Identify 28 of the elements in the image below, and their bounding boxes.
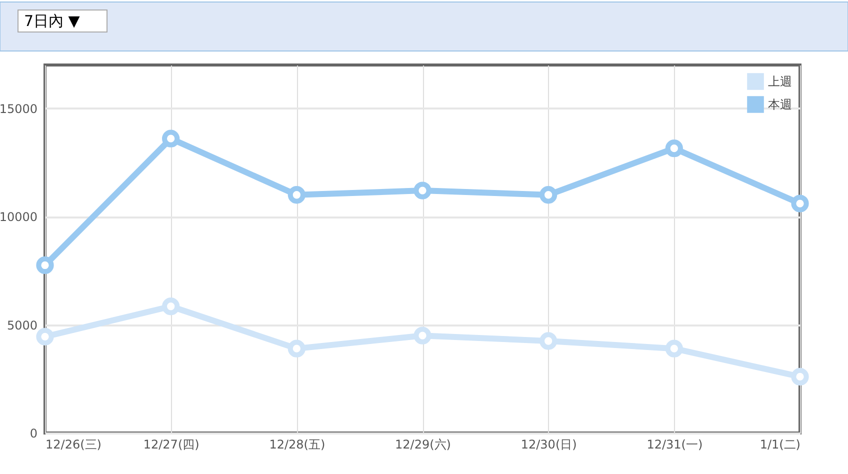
x-tick-label: 1/1(二): [760, 438, 800, 452]
point: [791, 194, 809, 212]
point: [540, 332, 558, 350]
legend-label: 本週: [768, 98, 792, 112]
x-tick-label: 12/27(四): [143, 438, 200, 452]
text: 7日內 ▼: [24, 12, 80, 30]
point: [791, 368, 809, 386]
y-tick-label: 15000: [0, 102, 38, 116]
point: [665, 340, 683, 358]
x-tick-label: 12/28(五): [269, 438, 326, 452]
point: [414, 326, 432, 344]
point: [414, 182, 432, 200]
point: [288, 186, 306, 204]
point: [162, 298, 180, 316]
point: [162, 130, 180, 148]
x-tick-label: 12/26(三): [46, 438, 102, 452]
point: [288, 340, 306, 358]
x-tick-label: 12/29(六): [395, 438, 451, 452]
point: [36, 256, 54, 274]
point: [665, 140, 683, 158]
x-tick-label: 12/30(日): [520, 438, 577, 452]
point: [540, 186, 558, 204]
y-tick-label: 5000: [6, 318, 38, 332]
y-tick-label: 0: [30, 426, 38, 440]
y-tick-label: 10000: [0, 210, 38, 224]
legend-label: 上週: [768, 74, 792, 88]
point: [36, 328, 54, 346]
x-tick-label: 12/31(一): [646, 438, 703, 452]
